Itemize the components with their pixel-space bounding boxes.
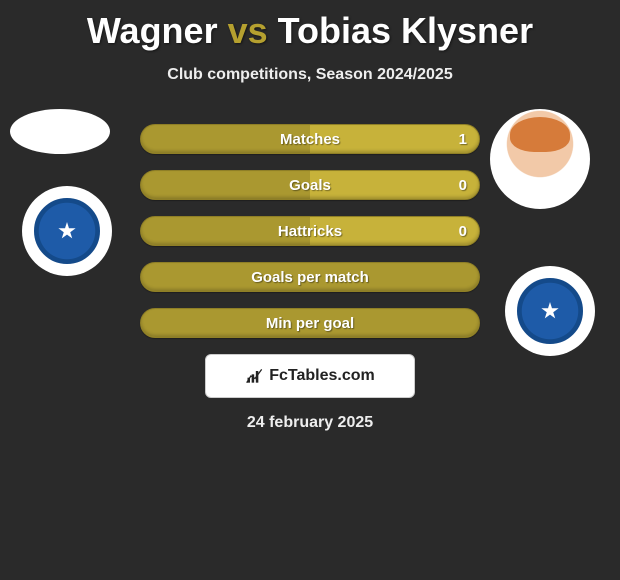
source-badge[interactable]: FcTables.com — [205, 354, 415, 398]
player-left-name: Wagner — [87, 10, 218, 51]
stat-value-right: 0 — [459, 177, 467, 194]
stat-row-matches: Matches 1 — [140, 124, 480, 154]
stat-label: Goals per match — [251, 269, 369, 286]
player-right-name: Tobias Klysner — [278, 10, 533, 51]
stat-label: Hattricks — [278, 223, 342, 240]
page-title: Wagner vs Tobias Klysner — [0, 0, 620, 52]
badge-text: FcTables.com — [269, 367, 375, 385]
stat-row-min-per-goal: Min per goal — [140, 308, 480, 338]
stat-label: Matches — [280, 131, 340, 148]
player-right-photo — [490, 109, 590, 209]
comparison-area: Matches 1 Goals 0 Hattricks 0 Goals per … — [0, 124, 620, 432]
stat-row-hattricks: Hattricks 0 — [140, 216, 480, 246]
stat-row-goals-per-match: Goals per match — [140, 262, 480, 292]
stat-row-goals: Goals 0 — [140, 170, 480, 200]
subtitle: Club competitions, Season 2024/2025 — [0, 66, 620, 84]
club-left-badge — [22, 186, 112, 276]
stats-list: Matches 1 Goals 0 Hattricks 0 Goals per … — [140, 124, 480, 338]
chart-icon — [245, 366, 265, 386]
date-text: 24 february 2025 — [0, 414, 620, 432]
vs-text: vs — [228, 10, 268, 51]
stat-value-right: 0 — [459, 223, 467, 240]
stat-value-right: 1 — [459, 131, 467, 148]
stat-label: Goals — [289, 177, 331, 194]
stat-label: Min per goal — [266, 315, 354, 332]
player-left-photo — [10, 109, 110, 154]
club-right-badge — [505, 266, 595, 356]
